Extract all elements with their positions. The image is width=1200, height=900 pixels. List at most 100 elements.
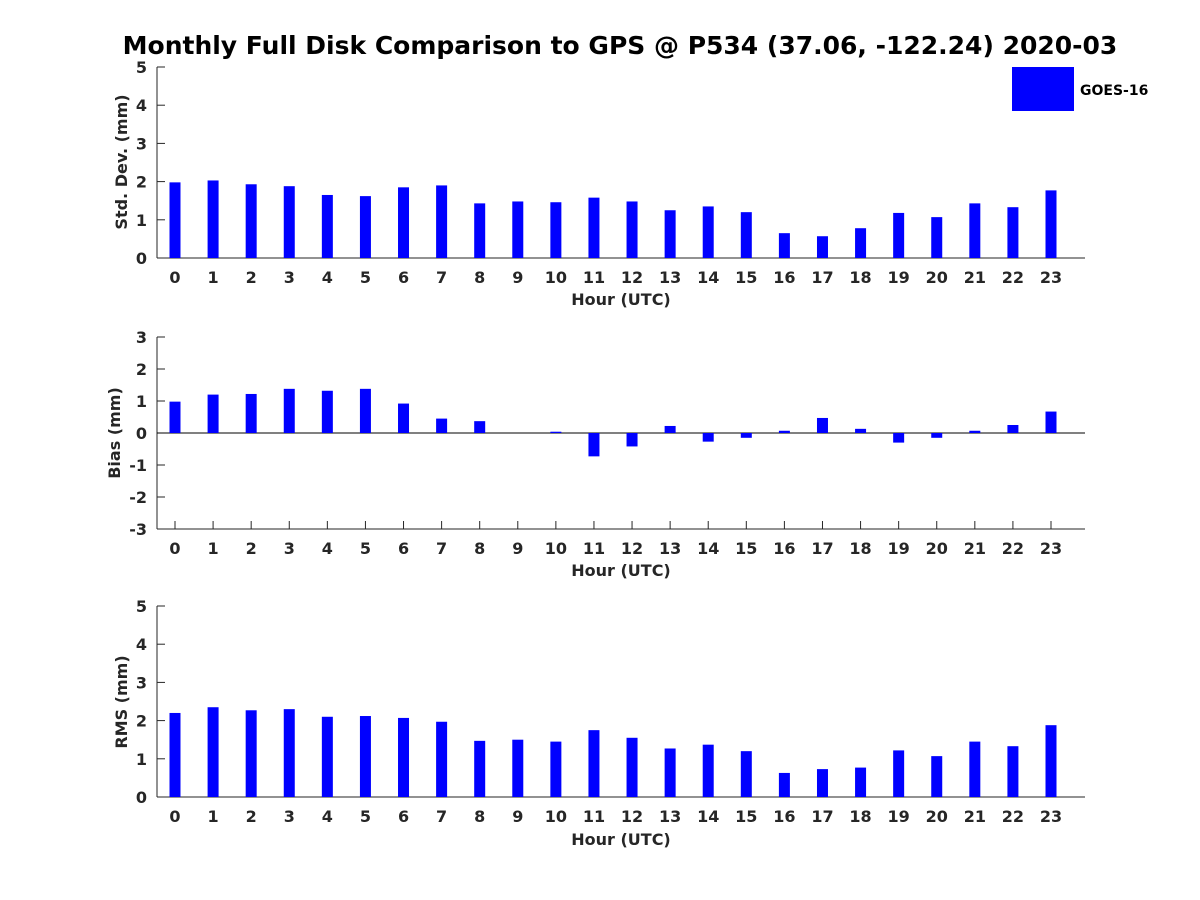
x-tick-label: 3 — [284, 807, 295, 826]
x-tick-label: 5 — [360, 268, 371, 287]
x-tick-label: 17 — [811, 268, 833, 287]
bar — [283, 709, 295, 797]
y-tick-label: 2 — [136, 712, 147, 731]
bar — [1007, 746, 1019, 797]
bar — [474, 203, 486, 258]
bar — [702, 433, 714, 442]
bar — [283, 186, 295, 258]
x-tick-label: 9 — [512, 807, 523, 826]
x-tick-label: 9 — [512, 539, 523, 558]
bar — [588, 730, 600, 797]
bar — [893, 750, 905, 797]
bar — [550, 202, 562, 258]
bar — [245, 710, 257, 797]
bar — [169, 182, 181, 258]
bar — [855, 428, 867, 433]
bar — [474, 421, 486, 433]
x-axis-label: Hour (UTC) — [571, 290, 671, 309]
x-tick-label: 15 — [735, 807, 757, 826]
x-tick-label: 8 — [474, 539, 485, 558]
bar — [816, 417, 828, 433]
bar — [321, 390, 333, 433]
x-tick-label: 14 — [697, 268, 719, 287]
bar — [931, 217, 943, 258]
bar — [283, 388, 295, 433]
x-tick-label: 3 — [284, 539, 295, 558]
x-tick-label: 2 — [246, 807, 257, 826]
y-axis-label: Bias (mm) — [105, 387, 124, 479]
x-tick-label: 21 — [964, 268, 986, 287]
y-tick-label: 1 — [136, 211, 147, 230]
x-axis-label: Hour (UTC) — [571, 561, 671, 580]
x-tick-label: 15 — [735, 268, 757, 287]
bar — [321, 194, 333, 258]
y-tick-label: 2 — [136, 360, 147, 379]
y-axis-label: RMS (mm) — [112, 655, 131, 748]
x-tick-label: 2 — [246, 268, 257, 287]
y-tick-label: 3 — [136, 328, 147, 347]
x-tick-label: 1 — [208, 539, 219, 558]
bar — [588, 433, 600, 457]
bar — [855, 228, 867, 258]
bar — [626, 201, 638, 258]
bar — [740, 212, 752, 258]
y-axis-label: Std. Dev. (mm) — [112, 94, 131, 229]
x-tick-label: 20 — [926, 268, 948, 287]
x-tick-label: 6 — [398, 807, 409, 826]
x-tick-label: 12 — [621, 539, 643, 558]
bar — [1007, 207, 1019, 258]
x-tick-label: 13 — [659, 539, 681, 558]
x-tick-label: 13 — [659, 807, 681, 826]
bar — [931, 433, 943, 438]
bar — [436, 418, 448, 433]
bar — [1007, 425, 1019, 433]
bar — [931, 756, 943, 797]
legend-label: GOES-16 — [1080, 83, 1148, 99]
x-tick-label: 3 — [284, 268, 295, 287]
bar — [398, 717, 410, 797]
bar — [169, 401, 181, 433]
chart-title: Monthly Full Disk Comparison to GPS @ P5… — [123, 31, 1118, 60]
y-tick-label: 4 — [136, 96, 147, 115]
bar — [778, 772, 790, 797]
x-tick-label: 20 — [926, 807, 948, 826]
y-tick-label: 0 — [136, 788, 147, 807]
x-tick-label: 7 — [436, 539, 447, 558]
x-tick-label: 11 — [583, 539, 605, 558]
bar — [398, 187, 410, 258]
x-tick-label: 6 — [398, 539, 409, 558]
x-tick-label: 18 — [849, 539, 871, 558]
x-tick-label: 7 — [436, 268, 447, 287]
x-tick-label: 18 — [849, 807, 871, 826]
x-tick-label: 8 — [474, 807, 485, 826]
y-tick-label: 3 — [136, 134, 147, 153]
bar — [969, 203, 981, 258]
bar — [207, 707, 219, 797]
bar — [169, 712, 181, 797]
x-tick-label: 23 — [1040, 539, 1062, 558]
x-tick-label: 21 — [964, 539, 986, 558]
x-tick-label: 0 — [169, 539, 180, 558]
bar — [550, 741, 562, 797]
bar — [664, 748, 676, 797]
x-tick-label: 12 — [621, 807, 643, 826]
x-tick-label: 5 — [360, 807, 371, 826]
bar — [359, 716, 371, 797]
x-tick-label: 7 — [436, 807, 447, 826]
x-tick-label: 17 — [811, 807, 833, 826]
bar — [1045, 725, 1057, 797]
legend-swatch — [1012, 67, 1074, 111]
bar — [512, 201, 524, 258]
x-tick-label: 8 — [474, 268, 485, 287]
bar — [359, 388, 371, 433]
x-tick-label: 22 — [1002, 807, 1024, 826]
x-tick-label: 11 — [583, 807, 605, 826]
x-tick-label: 23 — [1040, 807, 1062, 826]
bar — [359, 196, 371, 258]
bar — [474, 740, 486, 797]
bar — [893, 433, 905, 443]
x-axis-label: Hour (UTC) — [571, 830, 671, 849]
bar — [778, 430, 790, 433]
